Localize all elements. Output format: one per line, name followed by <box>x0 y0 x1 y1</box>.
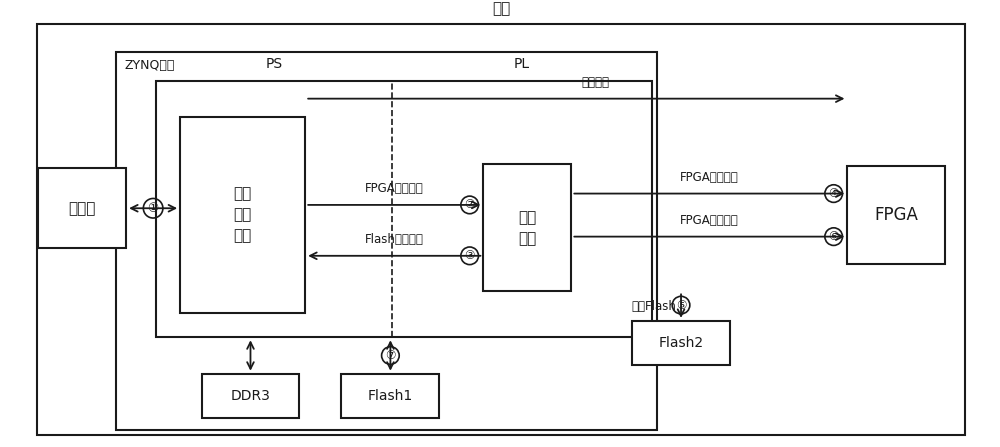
Text: ⑤: ⑤ <box>676 299 686 312</box>
Text: FPGA主动加载: FPGA主动加载 <box>680 214 739 227</box>
Text: FPGA加载通道: FPGA加载通道 <box>365 182 424 195</box>
Text: ③: ③ <box>464 249 475 262</box>
Text: ①: ① <box>147 202 159 215</box>
Text: 配置
应用
程序: 配置 应用 程序 <box>234 186 252 244</box>
Text: 模式控制: 模式控制 <box>582 76 610 89</box>
Text: Flash2: Flash2 <box>658 336 704 350</box>
Bar <box>116 52 657 430</box>
Text: ⑥: ⑥ <box>828 230 839 243</box>
Bar <box>632 321 730 365</box>
Text: PS: PS <box>265 57 283 71</box>
Text: PL: PL <box>514 57 530 71</box>
Bar <box>847 166 945 264</box>
Text: Flash加载通道: Flash加载通道 <box>365 233 424 246</box>
Bar <box>341 374 439 417</box>
Bar <box>180 117 305 313</box>
Text: 设备: 设备 <box>492 1 510 17</box>
Bar <box>483 164 571 291</box>
Text: ②: ② <box>464 198 475 211</box>
Text: DDR3: DDR3 <box>231 388 270 403</box>
Text: Flash1: Flash1 <box>368 388 413 403</box>
Bar <box>38 168 126 249</box>
Text: 更新Flash: 更新Flash <box>631 299 676 312</box>
Text: FPGA被动加载: FPGA被动加载 <box>680 171 739 184</box>
Bar <box>156 81 652 337</box>
Text: 配置
逻辑: 配置 逻辑 <box>518 210 537 246</box>
Text: ④: ④ <box>828 187 839 200</box>
Text: FPGA: FPGA <box>874 206 918 224</box>
Text: ⑦: ⑦ <box>385 349 396 362</box>
Text: ZYNQ系统: ZYNQ系统 <box>124 59 175 72</box>
Text: 上位机: 上位机 <box>68 201 96 216</box>
Bar <box>202 374 299 417</box>
